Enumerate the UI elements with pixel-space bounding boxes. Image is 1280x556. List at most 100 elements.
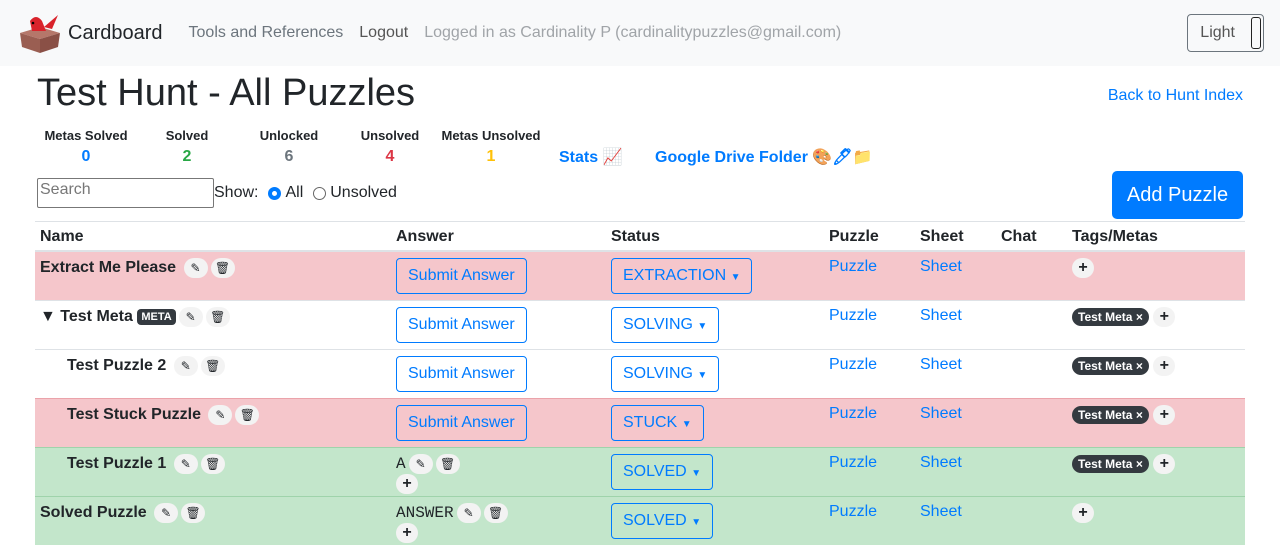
toggle-knob [1251, 17, 1261, 49]
puzzle-link[interactable]: Puzzle [829, 453, 878, 471]
sheet-link[interactable]: Sheet [920, 404, 962, 422]
page-title: Test Hunt - All Puzzles [37, 72, 416, 114]
status-dropdown[interactable]: STUCK ▼ [611, 404, 704, 441]
puzzle-table: Name Answer Status Puzzle Sheet Chat Tags/Meta… [35, 221, 1245, 545]
stat-item: Unsolved 4 [339, 128, 441, 166]
meta-tag[interactable]: Test Meta × [1072, 356, 1149, 375]
radio-unsolved[interactable] [313, 186, 327, 200]
google-drive-folder-link[interactable]: Google Drive Folder 🎨🖊📁 [655, 149, 873, 166]
trash-icon[interactable]: 🗑 [181, 502, 206, 523]
show-filter: Show: All Unsolved [214, 184, 397, 202]
remove-tag-icon[interactable]: × [1135, 358, 1143, 373]
status-label: SOLVED [623, 511, 687, 529]
tools-link[interactable]: Tools and References [188, 24, 344, 41]
sheet-link[interactable]: Sheet [920, 355, 962, 373]
radio-all[interactable] [268, 186, 282, 200]
stat-value: 1 [486, 148, 496, 165]
edit-icon[interactable]: ✎ [183, 258, 208, 278]
edit-icon[interactable]: ✎ [173, 355, 198, 376]
back-to-hunt-index-link[interactable]: Back to Hunt Index [1107, 87, 1243, 104]
caret-down-icon: ▼ [697, 369, 708, 381]
puzzle-name[interactable]: Solved Puzzle [40, 503, 147, 521]
edit-icon[interactable]: ✎ [178, 306, 203, 327]
trash-icon[interactable]: 🗑 [435, 453, 460, 474]
puzzle-link[interactable]: Puzzle [829, 258, 878, 275]
table-row: Test Puzzle 1 ✎ 🗑 A ✎ 🗑 + SOLVED ▼ Puzzle Sh… [35, 446, 1245, 496]
sheet-link[interactable]: Sheet [920, 453, 962, 471]
edit-icon[interactable]: ✎ [173, 453, 198, 474]
trash-icon[interactable]: 🗑 [235, 404, 260, 425]
logged-in-text: Logged in as Cardinality P (cardinalityp… [424, 24, 842, 41]
cardboard-logo[interactable] [16, 13, 64, 53]
sheet-link[interactable]: Sheet [920, 306, 962, 324]
theme-toggle[interactable]: Light [1187, 14, 1264, 52]
column-header: Status [606, 221, 824, 252]
trash-icon[interactable]: 🗑 [200, 453, 225, 474]
add-tag-button[interactable]: + [1153, 306, 1176, 327]
add-puzzle-button[interactable]: Add Puzzle [1112, 171, 1243, 219]
puzzle-name[interactable]: ▼ Test Meta [40, 307, 133, 325]
radio-unsolved-label[interactable]: Unsolved [330, 184, 397, 201]
puzzle-name[interactable]: Test Stuck Puzzle [67, 405, 201, 423]
meta-tag[interactable]: Test Meta × [1072, 405, 1149, 424]
stat-item: Metas Solved 0 [37, 128, 135, 166]
caret-down-icon: ▼ [681, 418, 692, 430]
remove-tag-icon[interactable]: × [1135, 456, 1143, 471]
puzzle-link[interactable]: Puzzle [829, 355, 878, 373]
add-tag-button[interactable]: + [1153, 355, 1176, 376]
status-dropdown[interactable]: SOLVED ▼ [611, 453, 714, 490]
stats-link[interactable]: Stats 📈 [559, 149, 623, 166]
caret-down-icon: ▼ [691, 516, 702, 528]
navbar: Cardboard Tools and References Logout Lo… [0, 0, 1280, 66]
edit-icon[interactable]: ✎ [408, 453, 433, 474]
stat-item: Metas Unsolved 1 [441, 128, 541, 166]
puzzle-link[interactable]: Puzzle [829, 306, 878, 324]
status-label: SOLVING [623, 364, 693, 382]
column-header: Chat [996, 221, 1067, 252]
add-answer-button[interactable]: + [396, 473, 418, 494]
search-input[interactable]: Search [37, 178, 214, 208]
status-dropdown[interactable]: SOLVED ▼ [611, 502, 714, 539]
trash-icon[interactable]: 🗑 [200, 355, 225, 376]
meta-tag[interactable]: Test Meta × [1072, 454, 1149, 473]
puzzle-name[interactable]: Extract Me Please [40, 259, 177, 277]
edit-icon[interactable]: ✎ [154, 502, 179, 523]
puzzle-link[interactable]: Puzzle [829, 502, 878, 520]
status-dropdown[interactable]: EXTRACTION ▼ [611, 258, 753, 294]
remove-tag-icon[interactable]: × [1135, 407, 1143, 422]
status-label: STUCK [623, 413, 678, 431]
trash-icon[interactable]: 🗑 [205, 306, 230, 327]
puzzle-link[interactable]: Puzzle [829, 404, 878, 422]
status-label: EXTRACTION [623, 267, 727, 284]
puzzle-name[interactable]: Test Puzzle 2 [67, 356, 167, 374]
status-label: SOLVED [623, 462, 687, 480]
remove-tag-icon[interactable]: × [1135, 309, 1143, 324]
status-dropdown[interactable]: SOLVING ▼ [611, 306, 720, 343]
trash-icon[interactable]: 🗑 [483, 502, 508, 523]
puzzle-name[interactable]: Test Puzzle 1 [67, 454, 167, 472]
trash-icon[interactable]: 🗑 [210, 258, 235, 278]
submit-answer-button[interactable]: Submit Answer [396, 258, 527, 294]
theme-label: Light [1200, 24, 1235, 41]
stat-value: 6 [284, 148, 294, 165]
add-tag-button[interactable]: + [1072, 502, 1094, 523]
column-header: Sheet [915, 221, 996, 252]
brand[interactable]: Cardboard [68, 21, 163, 44]
logout-link[interactable]: Logout [359, 24, 409, 41]
edit-icon[interactable]: ✎ [208, 404, 233, 425]
answer-text: ANSWER [396, 503, 454, 522]
meta-tag[interactable]: Test Meta × [1072, 307, 1149, 326]
add-tag-button[interactable]: + [1153, 453, 1176, 474]
submit-answer-button[interactable]: Submit Answer [396, 306, 527, 343]
sheet-link[interactable]: Sheet [920, 502, 962, 520]
submit-answer-button[interactable]: Submit Answer [396, 404, 527, 441]
radio-all-label[interactable]: All [285, 184, 304, 201]
add-tag-button[interactable]: + [1072, 258, 1094, 278]
add-tag-button[interactable]: + [1153, 404, 1176, 425]
submit-answer-button[interactable]: Submit Answer [396, 355, 527, 392]
sheet-link[interactable]: Sheet [920, 258, 962, 275]
status-dropdown[interactable]: SOLVING ▼ [611, 355, 720, 392]
edit-icon[interactable]: ✎ [456, 502, 481, 523]
stat-label: Metas Unsolved [441, 128, 541, 143]
add-answer-button[interactable]: + [396, 522, 418, 543]
